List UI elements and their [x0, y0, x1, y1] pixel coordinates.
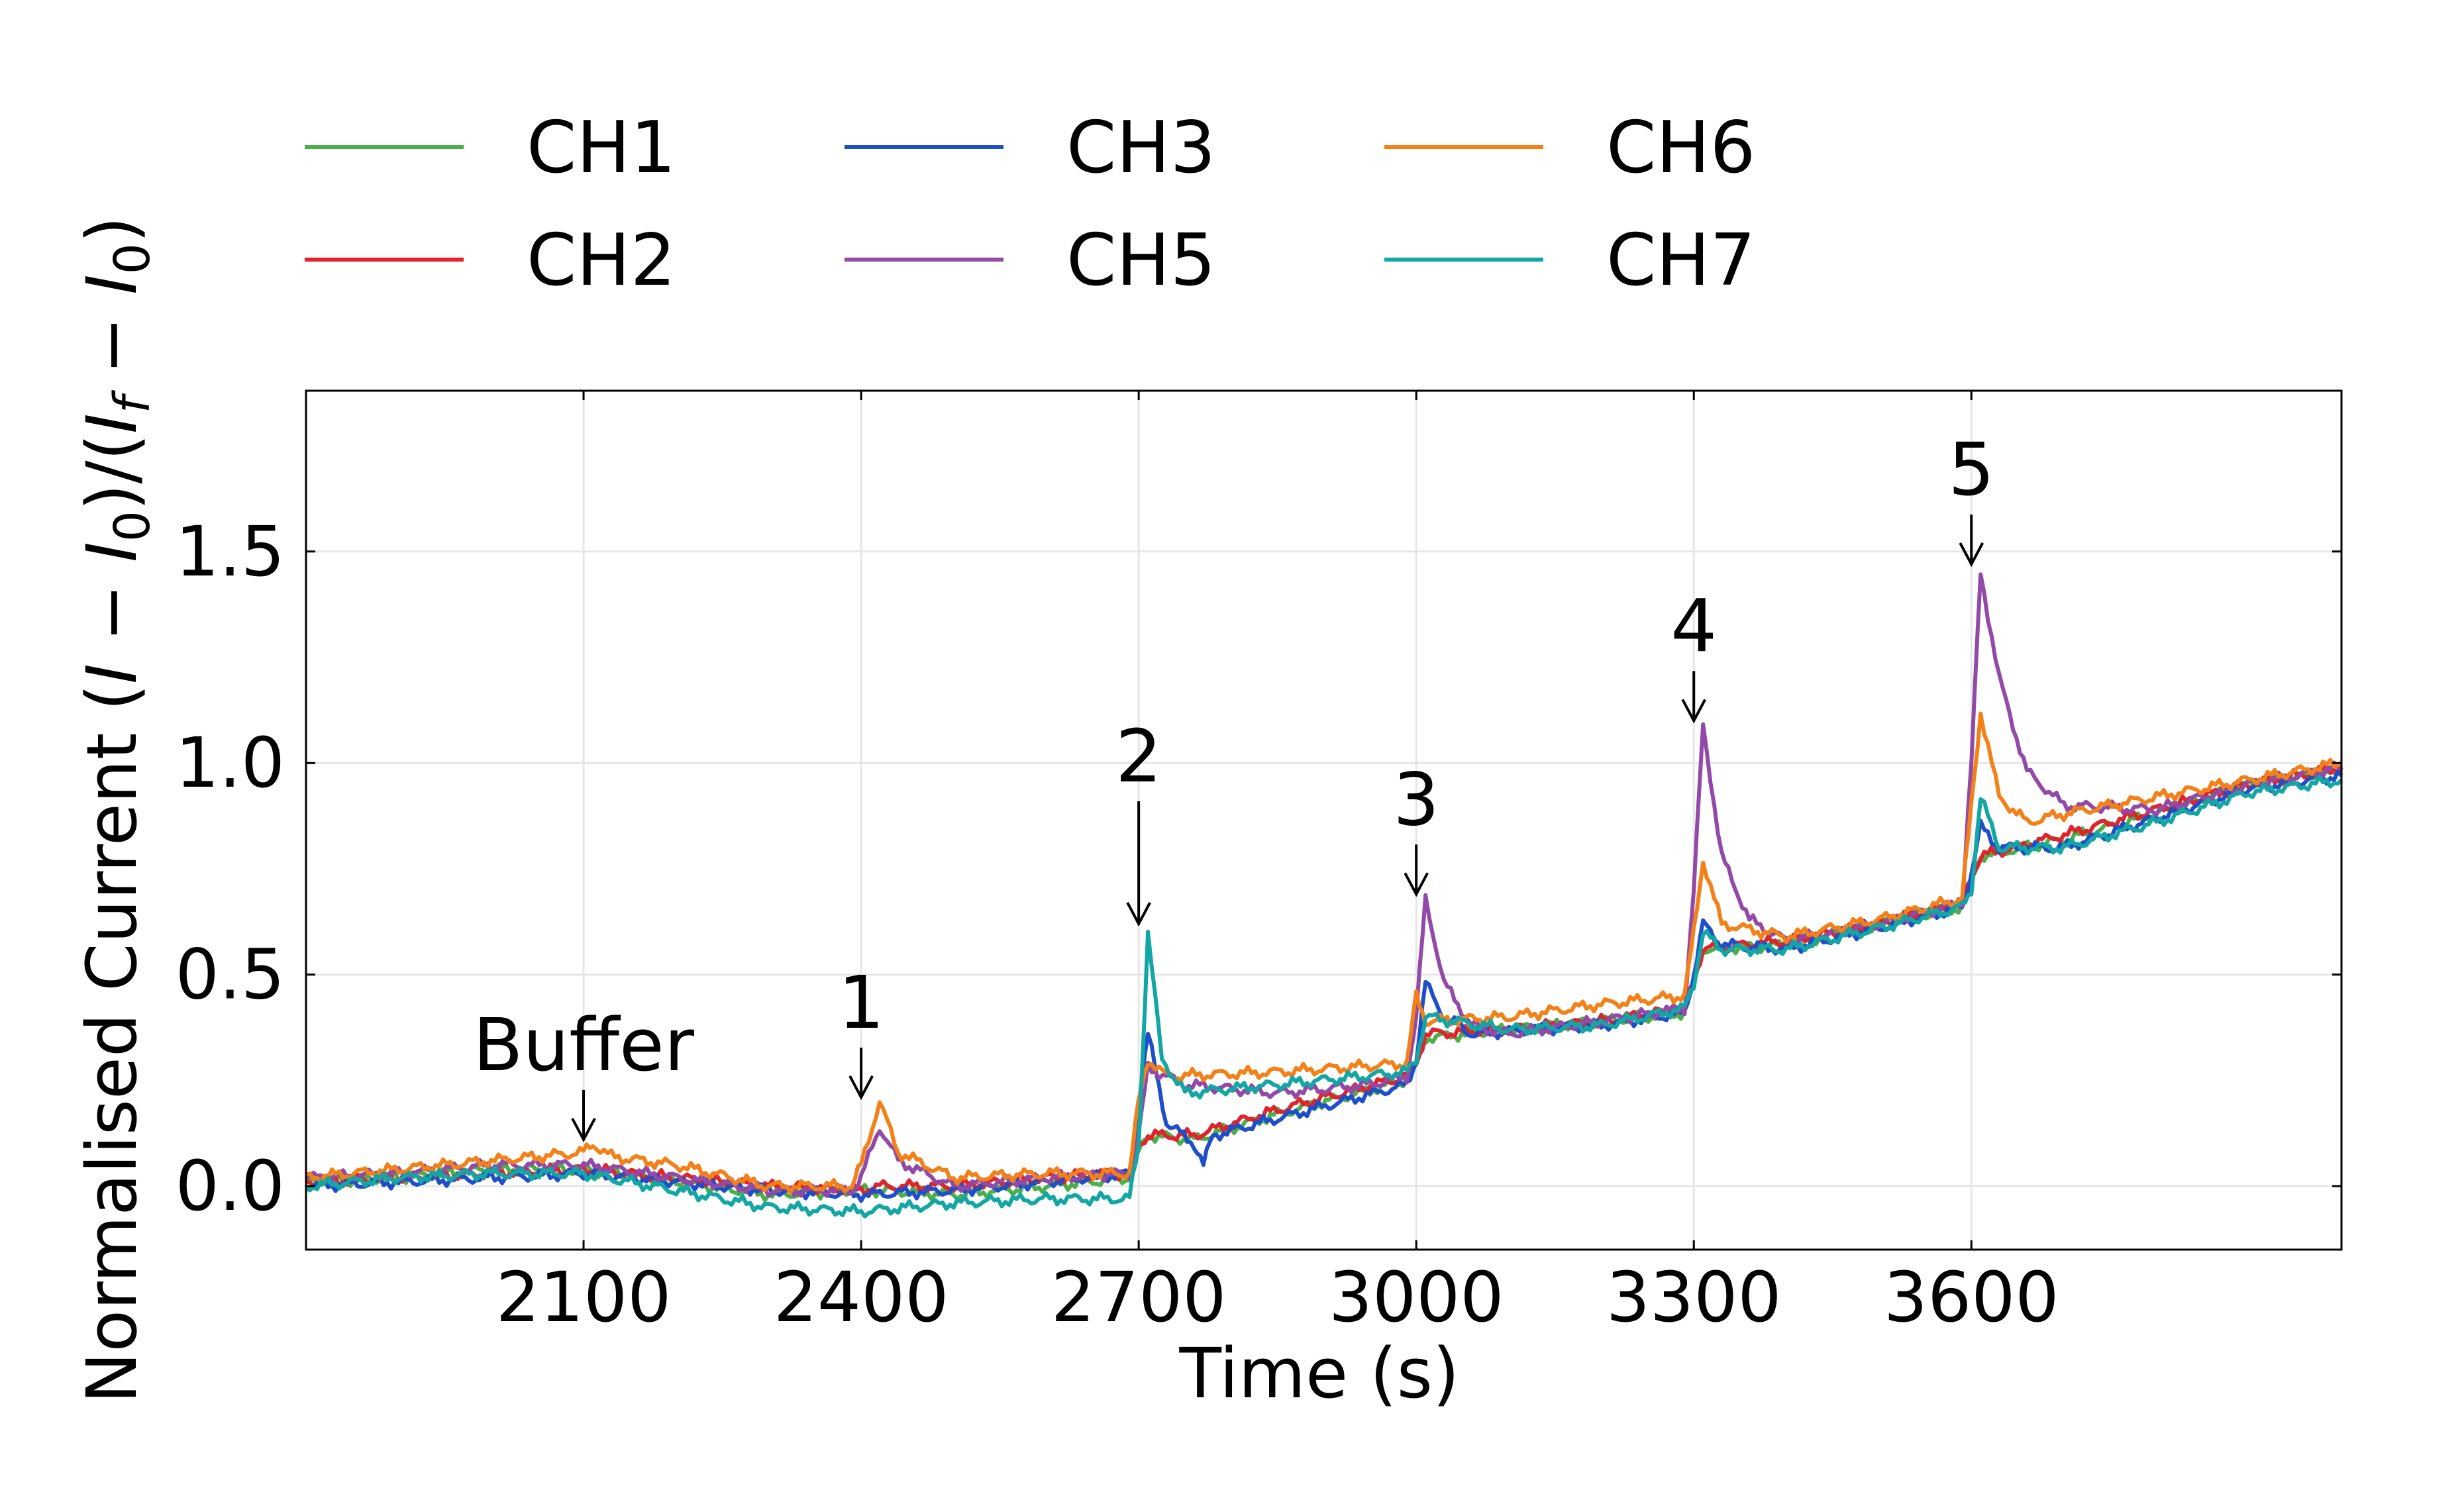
annotation-arrowhead [1681, 699, 1706, 724]
y-tick-label: 0.0 [176, 1146, 285, 1226]
annotation-label: 2 [1115, 714, 1162, 799]
y-axis-title: Normalised Current (I − I0)/(If − I0) [72, 217, 161, 1404]
annotation-label: 3 [1393, 757, 1439, 842]
legend-item-ch1: CH1 [305, 107, 676, 189]
legend-item-ch2: CH2 [305, 219, 676, 302]
annotation-label: 4 [1670, 583, 1717, 668]
x-tick-label: 2400 [774, 1257, 949, 1338]
legend-item-ch5: CH5 [845, 219, 1215, 302]
y-tick-label: 0.5 [176, 934, 285, 1015]
x-tick-label: 2700 [1051, 1257, 1227, 1338]
legend: CH1 CH2 CH3 CH5 CH6 CH7 [305, 107, 1755, 302]
legend-item-ch7: CH7 [1384, 219, 1755, 302]
series-line-ch6 [305, 711, 2343, 1195]
legend-item-ch3: CH3 [845, 107, 1215, 189]
annotation-label: 5 [1948, 427, 1994, 512]
legend-label: CH1 [527, 107, 676, 189]
x-tick-label: 3300 [1606, 1257, 1782, 1338]
annotation-arrowhead [1959, 542, 1984, 568]
series-line-ch5 [305, 572, 2341, 1198]
x-tick-label: 2100 [496, 1257, 672, 1338]
plot-frame [305, 389, 2343, 1251]
x-axis-title: Time (s) [1179, 1333, 1460, 1414]
annotation-arrowhead [848, 1075, 874, 1101]
plot-lines [304, 572, 2343, 1218]
annotations: Buffer 1 2 3 4 5 [473, 427, 1994, 1143]
legend-label: CH2 [527, 219, 676, 302]
legend-label: CH6 [1606, 107, 1755, 189]
annotation-label: 1 [838, 960, 884, 1045]
legend-label: CH3 [1066, 107, 1215, 189]
y-tick-label: 1.0 [176, 722, 285, 803]
series-line-ch7 [304, 774, 2343, 1218]
ticks: 2100 2400 2700 3000 3300 3600 0.0 0.5 1.0 1.5 [176, 391, 2341, 1338]
x-tick-label: 3600 [1884, 1257, 2059, 1338]
annotation-label: Buffer [473, 1003, 695, 1087]
legend-label: CH7 [1606, 219, 1755, 302]
annotation-arrowhead [1126, 902, 1151, 927]
legend-item-ch6: CH6 [1384, 107, 1755, 189]
annotation-arrowhead [571, 1117, 596, 1143]
annotation-arrowhead [1404, 872, 1429, 897]
y-tick-label: 1.5 [176, 511, 285, 592]
x-tick-label: 3000 [1329, 1257, 1504, 1338]
legend-label: CH5 [1066, 219, 1215, 302]
